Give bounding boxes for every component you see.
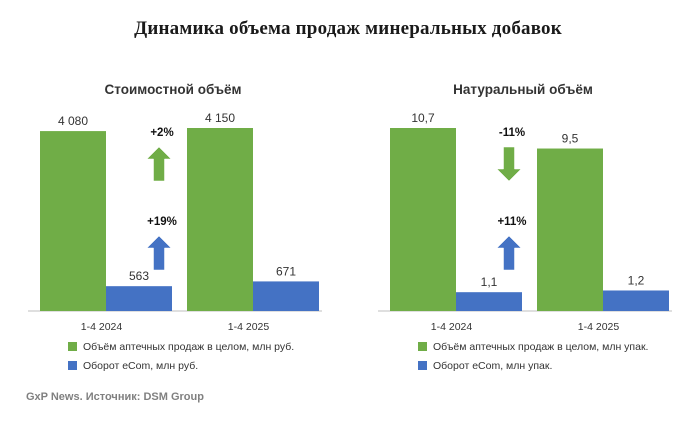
bar bbox=[456, 292, 522, 311]
data-label: 563 bbox=[129, 269, 149, 283]
legend-label: Объём аптечных продаж в целом, млн руб. bbox=[83, 341, 295, 353]
bar bbox=[40, 131, 106, 311]
chart-panel-value: 1-4 2024 4 080 563 1-4 2025 4 150 671 +2% +19% … bbox=[8, 70, 338, 390]
bar bbox=[106, 286, 172, 311]
x-tick-label: 1-4 2025 bbox=[578, 321, 620, 333]
x-tick-label: 1-4 2024 bbox=[431, 321, 473, 333]
legend-label: Оборот eCom, млн упак. bbox=[433, 360, 553, 372]
data-label: 1,2 bbox=[628, 273, 645, 287]
chart-plot-volume: 1-4 2024 10,7 1,1 1-4 2025 9,5 1,2 -11% +11% bbox=[378, 111, 672, 333]
arrow-up-icon bbox=[146, 146, 172, 182]
bar bbox=[603, 290, 669, 311]
bar bbox=[390, 128, 456, 311]
legend-item: Оборот eCom, млн упак. bbox=[418, 360, 648, 379]
data-label: 4 150 bbox=[205, 111, 235, 125]
arrow-shape bbox=[496, 235, 522, 271]
chart-plot-value: 1-4 2024 4 080 563 1-4 2025 4 150 671 +2% +19% bbox=[28, 111, 322, 333]
legend-value: Объём аптечных продаж в целом, млн руб. … bbox=[68, 341, 294, 379]
arrow-shape bbox=[496, 146, 522, 182]
legend-swatch-blue bbox=[418, 361, 427, 370]
legend-label: Объём аптечных продаж в целом, млн упак. bbox=[433, 341, 649, 353]
legend-item: Объём аптечных продаж в целом, млн упак. bbox=[418, 341, 648, 360]
legend-volume: Объём аптечных продаж в целом, млн упак.… bbox=[418, 341, 648, 379]
bar bbox=[187, 128, 253, 311]
arrow-up-icon bbox=[496, 235, 522, 271]
legend-item: Оборот eCom, млн руб. bbox=[68, 360, 294, 379]
data-label: 671 bbox=[276, 264, 296, 278]
data-label: 9,5 bbox=[562, 132, 579, 146]
legend-swatch-blue bbox=[68, 361, 77, 370]
legend-label: Оборот eCom, млн руб. bbox=[83, 360, 199, 372]
legend-item: Объём аптечных продаж в целом, млн руб. bbox=[68, 341, 294, 360]
arrow-shape bbox=[146, 235, 172, 271]
chart-title-volume: Натуральный объём bbox=[453, 82, 593, 97]
legend-swatch-green bbox=[418, 342, 427, 351]
data-label: 1,1 bbox=[481, 275, 498, 289]
change-annotation: +2% bbox=[150, 127, 173, 139]
data-label: 4 080 bbox=[58, 114, 88, 128]
bar bbox=[253, 281, 319, 311]
data-label: 10,7 bbox=[411, 111, 435, 125]
bar bbox=[537, 148, 603, 311]
change-annotation: +19% bbox=[147, 216, 177, 228]
arrow-down-icon bbox=[496, 146, 522, 182]
x-tick-label: 1-4 2025 bbox=[228, 321, 270, 333]
source-footer: GxP News. Источник: DSM Group bbox=[26, 391, 204, 403]
chart-title-value: Стоимостной объём bbox=[104, 82, 242, 97]
page-title: Динамика объема продаж минеральных добав… bbox=[134, 18, 562, 39]
arrow-up-icon bbox=[146, 235, 172, 271]
change-annotation: -11% bbox=[499, 127, 525, 139]
arrow-shape bbox=[146, 146, 172, 182]
change-annotation: +11% bbox=[497, 216, 526, 228]
legend-swatch-green bbox=[68, 342, 77, 351]
x-tick-label: 1-4 2024 bbox=[81, 321, 123, 333]
chart-panel-volume: 1-4 2024 10,7 1,1 1-4 2025 9,5 1,2 -11% +11% На… bbox=[358, 70, 688, 390]
